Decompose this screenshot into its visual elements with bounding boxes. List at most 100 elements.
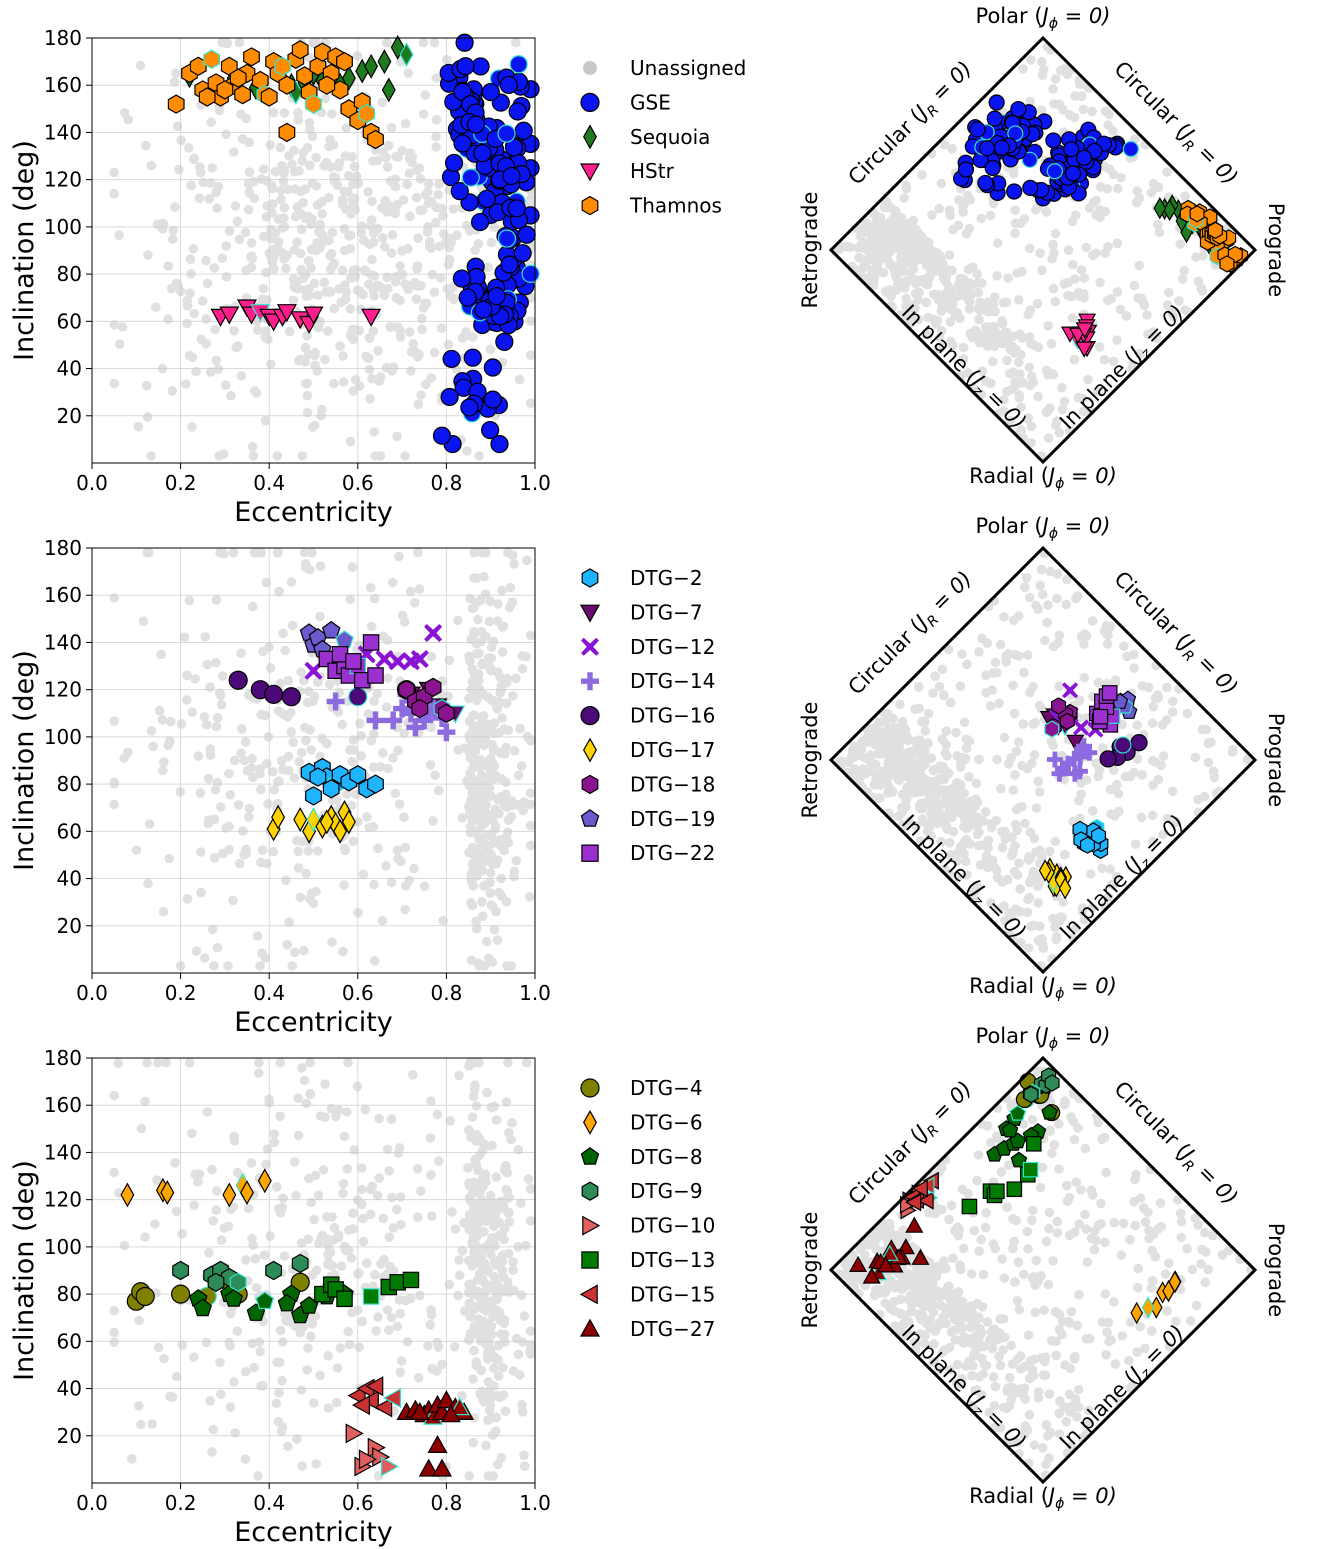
- unassigned-point: [159, 1353, 169, 1364]
- unassigned-point: [270, 166, 281, 177]
- legend: DTG−2DTG−7DTG−12DTG−14DTG−16DTG−17DTG−18…: [579, 566, 715, 865]
- unassigned-point: [365, 1209, 376, 1220]
- unassigned-point: [1011, 746, 1022, 757]
- unassigned-point: [525, 316, 536, 326]
- unassigned-point: [187, 707, 198, 717]
- unassigned-point: [365, 582, 376, 593]
- unassigned-point: [1097, 863, 1107, 874]
- unassigned-point: [882, 1284, 892, 1295]
- unassigned-point: [314, 227, 324, 237]
- unassigned-point: [305, 1057, 315, 1068]
- unassigned-point: [1054, 427, 1065, 438]
- unassigned-point: [387, 577, 398, 588]
- unassigned-point: [261, 577, 272, 588]
- unassigned-point: [484, 1332, 494, 1342]
- unassigned-point: [426, 373, 437, 383]
- y-axis-label: Inclination (deg): [9, 140, 40, 361]
- unassigned-point: [411, 192, 422, 203]
- unassigned-point: [1081, 242, 1091, 253]
- unassigned-point: [328, 140, 339, 150]
- unassigned-point: [944, 1214, 954, 1225]
- data-point: [473, 144, 492, 163]
- unassigned-point: [1052, 1216, 1063, 1227]
- unassigned-point: [119, 1240, 130, 1251]
- unassigned-point: [312, 200, 323, 210]
- unassigned-point: [382, 207, 392, 217]
- unassigned-point: [189, 153, 199, 164]
- unassigned-point: [413, 399, 424, 410]
- unassigned-point: [211, 721, 222, 732]
- unassigned-point: [500, 1406, 511, 1416]
- unassigned-point: [1054, 1309, 1065, 1320]
- unassigned-point: [1041, 1459, 1051, 1470]
- unassigned-point: [354, 1268, 364, 1278]
- unassigned-point: [342, 1107, 352, 1117]
- unassigned-point: [487, 1430, 498, 1440]
- x-tick-label: 0.6: [342, 981, 374, 1005]
- unassigned-point: [508, 1265, 518, 1276]
- unassigned-point: [487, 1234, 497, 1244]
- legend-marker: [583, 1109, 597, 1135]
- unassigned-point: [246, 1158, 257, 1168]
- unassigned-point: [897, 729, 907, 740]
- unassigned-point: [371, 1326, 382, 1336]
- unassigned-point: [187, 352, 198, 363]
- unassigned-point: [229, 326, 239, 336]
- legend-marker: [581, 672, 599, 691]
- unassigned-point: [1047, 1336, 1057, 1346]
- unassigned-point: [981, 1360, 992, 1371]
- unassigned-point: [1190, 752, 1201, 763]
- x-axis-label: Eccentricity: [234, 1517, 393, 1548]
- unassigned-point: [525, 1349, 536, 1359]
- unassigned-point: [143, 250, 153, 260]
- unassigned-point: [335, 341, 345, 351]
- unassigned-point: [858, 254, 868, 265]
- unassigned-point: [220, 37, 230, 48]
- unassigned-point: [511, 855, 522, 866]
- unassigned-point: [1041, 207, 1052, 217]
- unassigned-point: [327, 1261, 338, 1271]
- unassigned-point: [175, 787, 185, 797]
- unassigned-point: [311, 1459, 322, 1469]
- unassigned-point: [163, 740, 173, 751]
- data-point: [377, 49, 392, 75]
- unassigned-point: [936, 306, 947, 316]
- data-point: [367, 667, 384, 684]
- unassigned-point: [133, 421, 144, 432]
- unassigned-point: [234, 37, 245, 48]
- unassigned-point: [986, 818, 997, 829]
- unassigned-point: [1013, 295, 1024, 305]
- unassigned-point: [880, 1298, 890, 1308]
- unassigned-point: [1100, 206, 1110, 217]
- unassigned-point: [158, 906, 169, 917]
- unassigned-point: [462, 776, 472, 786]
- unassigned-point: [303, 686, 314, 697]
- x-tick-label: 0.4: [253, 1491, 285, 1515]
- unassigned-point: [320, 1079, 330, 1089]
- data-point: [135, 1286, 155, 1307]
- unassigned-point: [517, 651, 527, 661]
- unassigned-point: [300, 722, 310, 733]
- panel-2: 0.0 0.2 0.4 0.6 0.8 1.02040608010012014016018…: [9, 514, 1288, 1038]
- unassigned-point: [283, 184, 294, 195]
- unassigned-point: [231, 342, 241, 353]
- unassigned-point: [211, 355, 221, 366]
- unassigned-point: [447, 1207, 457, 1217]
- unassigned-point: [1036, 105, 1047, 115]
- unassigned-point: [134, 1401, 144, 1411]
- unassigned-point: [307, 178, 318, 189]
- legend-label: DTG−6: [630, 1110, 703, 1134]
- unassigned-point: [1026, 438, 1036, 448]
- unassigned-point: [1033, 776, 1044, 787]
- unassigned-point: [258, 646, 268, 657]
- unassigned-point: [293, 115, 304, 125]
- unassigned-point: [934, 203, 945, 214]
- unassigned-point: [345, 304, 356, 314]
- unassigned-point: [179, 632, 190, 642]
- unassigned-point: [1017, 266, 1027, 277]
- unassigned-point: [1129, 767, 1139, 778]
- unassigned-point: [234, 234, 245, 245]
- unassigned-point: [349, 745, 359, 755]
- unassigned-point: [466, 898, 476, 908]
